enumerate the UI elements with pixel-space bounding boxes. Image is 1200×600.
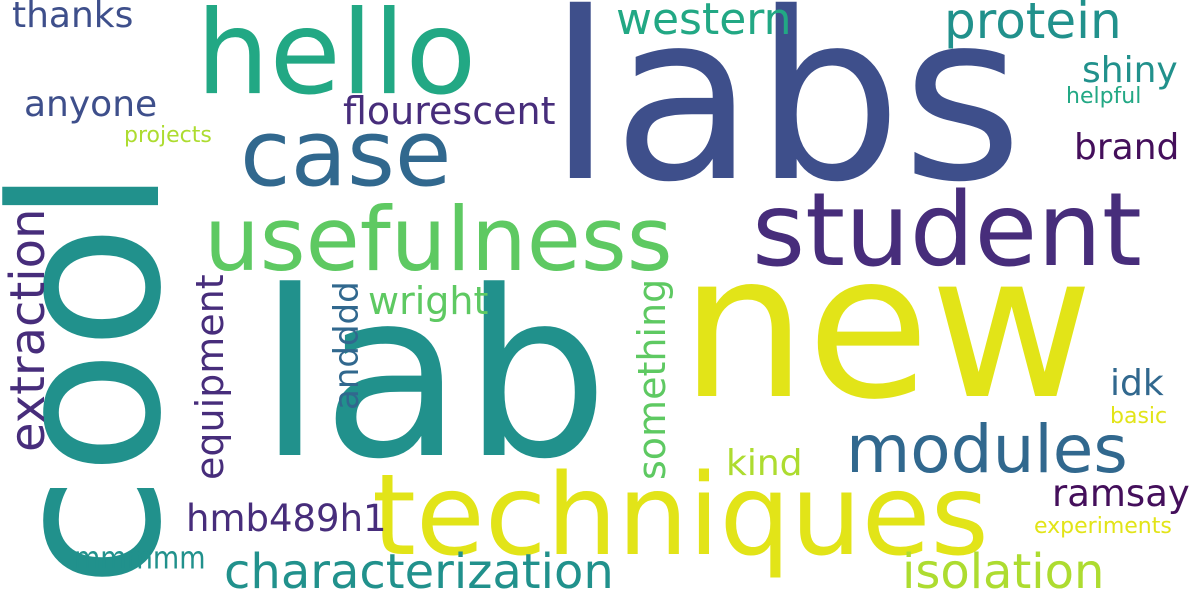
word-hello: hello xyxy=(196,0,477,121)
word-new: new xyxy=(680,211,1094,444)
word-extraction: extraction xyxy=(0,208,56,452)
word-something: something xyxy=(630,278,674,480)
word-techniques: techniques xyxy=(372,451,989,581)
word-protein: protein xyxy=(944,0,1122,50)
word-labs: labs xyxy=(548,0,1023,233)
word-hmb489h1: hmb489h1 xyxy=(186,497,387,540)
word-western: western xyxy=(616,0,792,45)
word-student: student xyxy=(752,171,1142,290)
word-equipment: equipment xyxy=(188,274,232,480)
word-kind: kind xyxy=(726,443,803,484)
word-helpful: helpful xyxy=(1066,84,1142,109)
word-andddd: andddd xyxy=(327,281,367,410)
word-basic: basic xyxy=(1110,404,1168,429)
word-modules: modules xyxy=(846,411,1128,488)
word-ramsay: ramsay xyxy=(1052,472,1190,515)
word-anyone: anyone xyxy=(24,84,158,125)
word-experiments: experiments xyxy=(1034,514,1172,539)
word-usefulness: usefulness xyxy=(204,188,673,291)
word-wright: wright xyxy=(368,279,489,323)
word-isolation: isolation xyxy=(902,544,1105,600)
word-idk: idk xyxy=(1110,363,1164,404)
word-thanks: thanks xyxy=(12,0,134,36)
word-case: case xyxy=(240,100,452,207)
word-mmmmm: mmmmm xyxy=(74,540,206,577)
word-projects: projects xyxy=(124,123,212,148)
word-shiny: shiny xyxy=(1082,50,1178,91)
word-lab: lab xyxy=(258,243,609,510)
word-characterization: characterization xyxy=(224,544,614,600)
word-brand: brand xyxy=(1074,127,1180,168)
word-flourescent: flourescent xyxy=(343,89,556,133)
